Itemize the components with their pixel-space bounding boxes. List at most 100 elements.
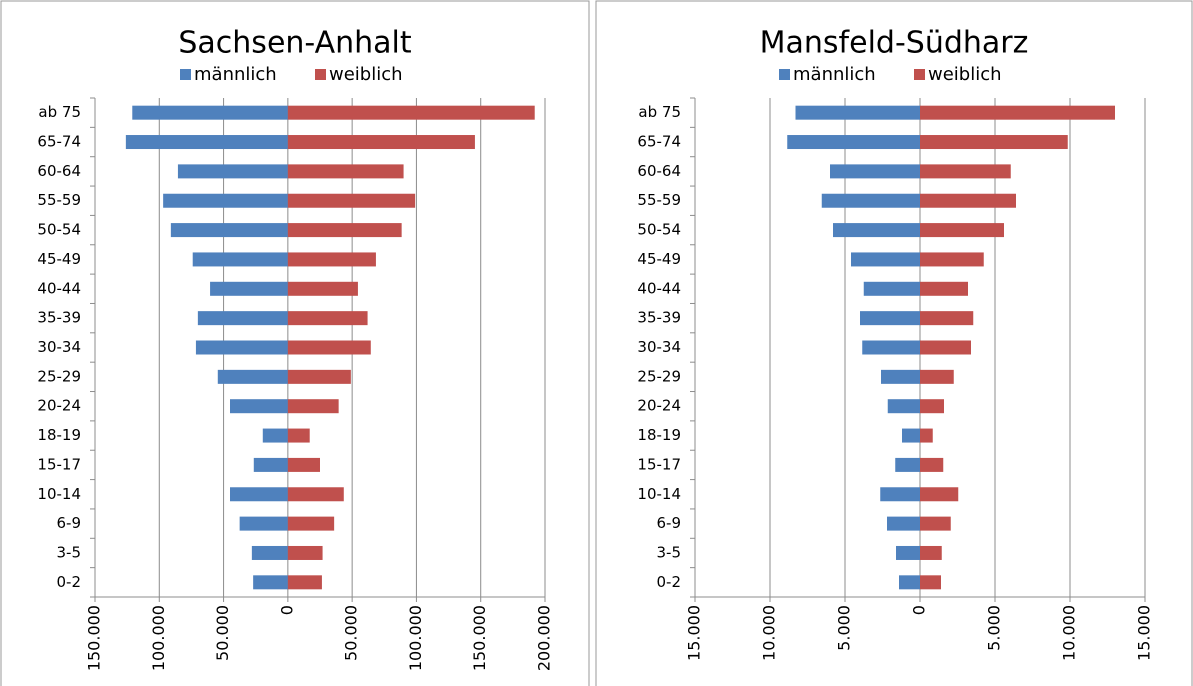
legend-swatch — [914, 69, 925, 80]
y-tick-label: 55-59 — [37, 191, 81, 209]
x-tick-label: 10.000 — [760, 605, 779, 661]
y-tick-label: 6-9 — [57, 514, 82, 532]
bar — [920, 575, 941, 590]
y-tick-label: 25-29 — [37, 367, 81, 385]
bar — [287, 105, 535, 120]
bar — [132, 105, 288, 120]
bar — [787, 135, 920, 150]
bar — [887, 516, 920, 531]
bar — [902, 428, 920, 443]
y-tick-label: 10-14 — [37, 485, 81, 503]
bar — [287, 193, 416, 208]
panel-border — [595, 0, 1193, 686]
bar — [851, 252, 920, 267]
y-tick-label: 40-44 — [637, 279, 681, 297]
bar — [880, 487, 920, 502]
bar — [920, 487, 959, 502]
bar — [210, 281, 288, 296]
bar — [230, 399, 288, 414]
y-tick-label: 45-49 — [37, 250, 81, 268]
y-tick-label: 60-64 — [637, 162, 681, 180]
y-tick-label: ab 75 — [638, 103, 681, 121]
bar — [920, 545, 942, 560]
x-tick-label: 50.000 — [213, 605, 232, 661]
bar — [896, 545, 920, 560]
y-tick-label: 18-19 — [37, 426, 81, 444]
bar — [920, 281, 968, 296]
bar — [920, 457, 944, 472]
y-tick-label: 35-39 — [637, 309, 681, 327]
bar — [287, 516, 335, 531]
legend-label: männlich — [194, 64, 277, 85]
x-tick-label: 5.000 — [835, 605, 854, 651]
bar — [920, 252, 984, 267]
x-tick-label: 150.000 — [470, 605, 489, 671]
x-tick-label: 100.000 — [406, 605, 425, 671]
bar — [177, 164, 288, 179]
y-tick-label: 60-64 — [37, 162, 81, 180]
bar — [899, 575, 920, 590]
bar — [197, 311, 288, 326]
y-tick-label: 65-74 — [37, 133, 81, 151]
y-tick-label: 10-14 — [637, 485, 681, 503]
bar — [287, 135, 475, 150]
bar — [287, 252, 376, 267]
x-tick-label: 50.000 — [342, 605, 361, 661]
bar — [287, 281, 358, 296]
y-tick-label: ab 75 — [38, 103, 81, 121]
legend-swatch — [315, 69, 326, 80]
y-tick-label: 3-5 — [657, 543, 682, 561]
bar — [833, 223, 920, 238]
legend-label: weiblich — [928, 64, 1002, 85]
bar — [163, 193, 288, 208]
bar — [253, 457, 288, 472]
bar — [287, 399, 339, 414]
x-tick-label: 200.000 — [535, 605, 554, 671]
y-tick-label: 50-54 — [37, 221, 81, 239]
chart-title: Sachsen-Anhalt — [178, 26, 411, 61]
bar — [920, 340, 971, 355]
bar — [887, 399, 920, 414]
legend-swatch — [180, 69, 191, 80]
bar — [287, 545, 323, 560]
y-tick-label: 25-29 — [637, 367, 681, 385]
bar — [287, 457, 320, 472]
bar — [860, 311, 920, 326]
y-tick-label: 3-5 — [57, 543, 82, 561]
bar — [170, 223, 288, 238]
y-tick-label: 0-2 — [657, 573, 682, 591]
y-tick-label: 6-9 — [657, 514, 682, 532]
x-tick-label: 15.000 — [685, 605, 704, 661]
chart-title: Mansfeld-Südharz — [760, 26, 1029, 61]
bar — [920, 105, 1115, 120]
x-tick-label: 15.000 — [1135, 605, 1154, 661]
bar — [920, 193, 1016, 208]
x-tick-label: 150.000 — [85, 605, 104, 671]
bar — [230, 487, 288, 502]
bar — [920, 135, 1068, 150]
bar — [895, 457, 920, 472]
bar — [920, 369, 954, 384]
bar — [920, 311, 974, 326]
y-tick-label: 55-59 — [637, 191, 681, 209]
bar — [795, 105, 920, 120]
y-tick-label: 18-19 — [637, 426, 681, 444]
bar — [262, 428, 288, 443]
x-tick-label: 100.000 — [149, 605, 168, 671]
bar — [287, 223, 402, 238]
y-tick-label: 35-39 — [37, 309, 81, 327]
bar — [251, 545, 288, 560]
bar — [239, 516, 288, 531]
bar — [920, 516, 951, 531]
y-tick-label: 45-49 — [637, 250, 681, 268]
bar — [863, 281, 920, 296]
y-tick-label: 15-17 — [637, 455, 681, 473]
legend-swatch — [779, 69, 790, 80]
y-tick-label: 20-24 — [637, 397, 681, 415]
bar — [253, 575, 288, 590]
bar — [881, 369, 920, 384]
bar — [287, 311, 368, 326]
bar — [287, 428, 310, 443]
bar — [287, 369, 351, 384]
